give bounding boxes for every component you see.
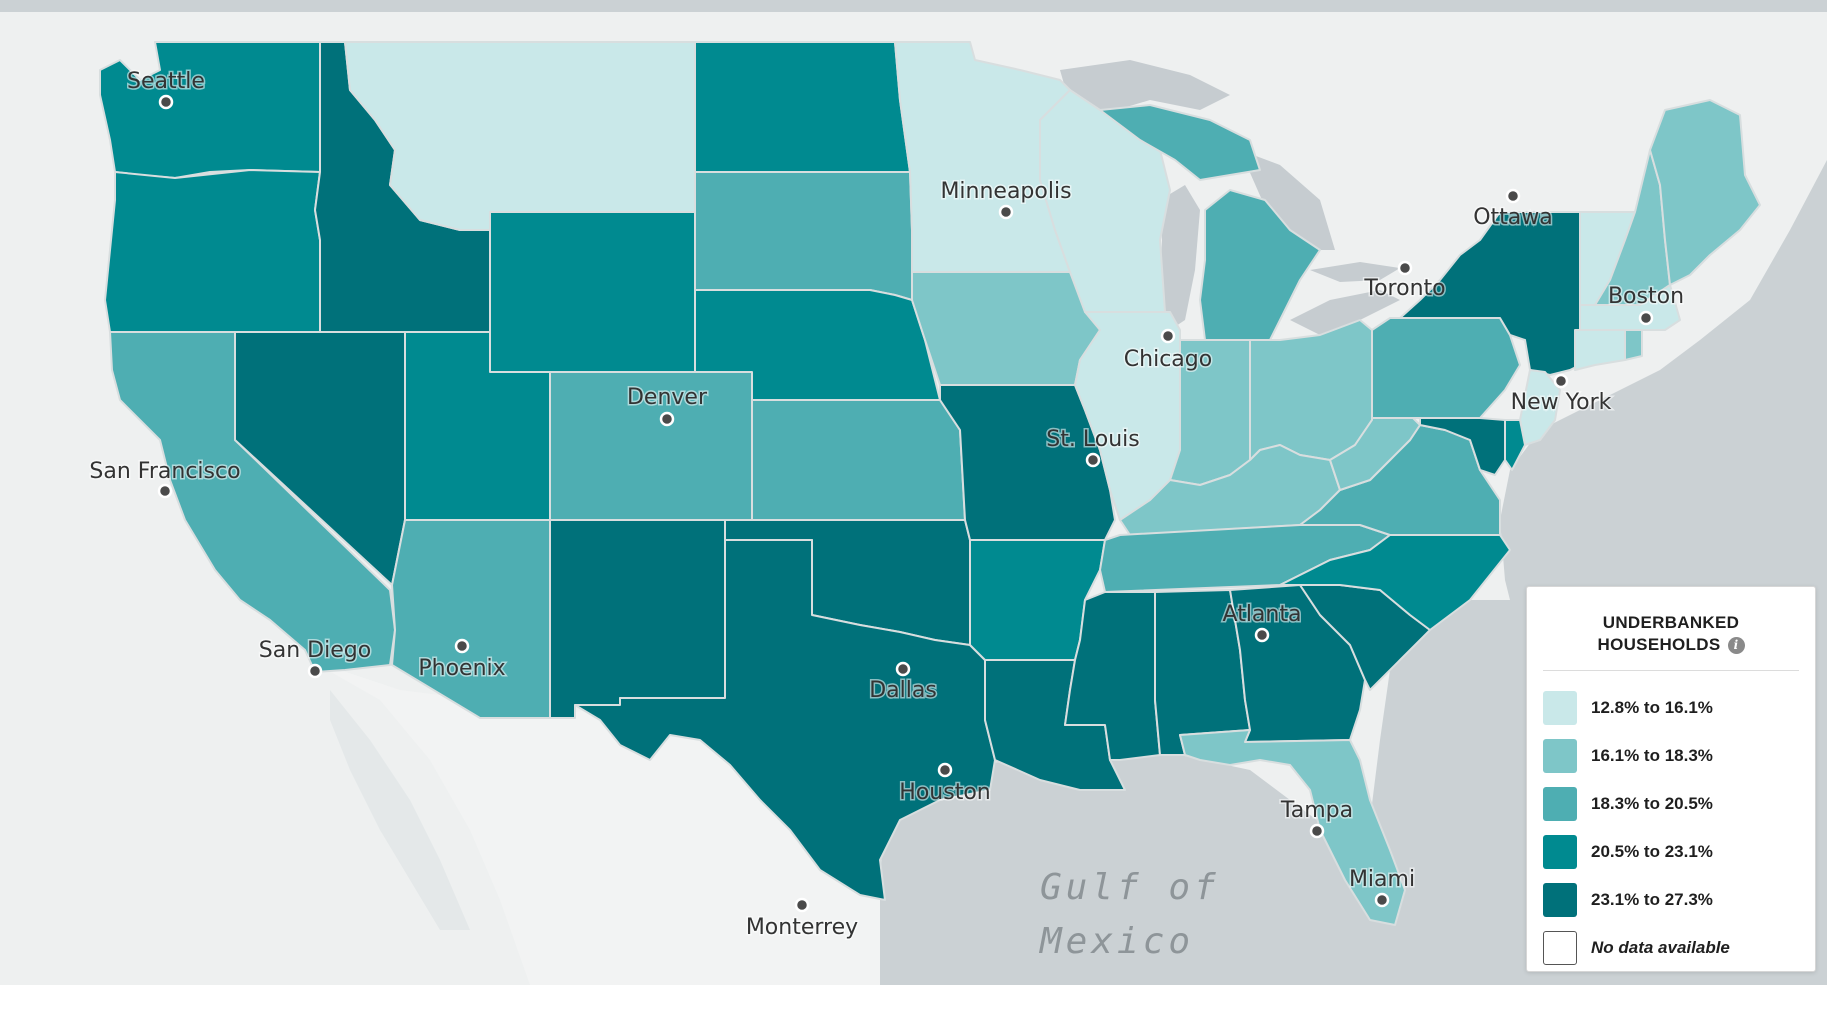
- city-marker-san-diego[interactable]: [307, 663, 323, 679]
- legend: UNDERBANKED HOUSEHOLDS i 12.8% to 16.1% …: [1526, 586, 1816, 972]
- gulf-label-line2: Mexico: [1038, 921, 1194, 962]
- city-marker-chicago[interactable]: [1160, 328, 1176, 344]
- city-label-toronto: Toronto: [1363, 276, 1445, 301]
- legend-swatch: [1543, 691, 1577, 725]
- legend-swatch: [1543, 787, 1577, 821]
- legend-swatch: [1543, 931, 1577, 965]
- info-icon[interactable]: i: [1727, 637, 1745, 654]
- gulf-label-line1: Gulf of: [1040, 867, 1220, 908]
- city-markers: Seattle San Francisco San Diego Phoenix Denv…: [88, 68, 1686, 942]
- legend-label: 12.8% to 16.1%: [1591, 698, 1713, 717]
- legend-title-line1: UNDERBANKED: [1602, 613, 1740, 632]
- legend-item[interactable]: 20.5% to 23.1%: [1543, 828, 1815, 876]
- state-ne[interactable]: [694, 289, 941, 401]
- city-marker-boston[interactable]: [1638, 310, 1654, 326]
- state-nj[interactable]: [1519, 369, 1561, 446]
- legend-label: 20.5% to 23.1%: [1591, 842, 1713, 861]
- legend-item[interactable]: 16.1% to 18.3%: [1543, 732, 1815, 780]
- legend-swatch: [1543, 883, 1577, 917]
- city-label-new-york: New York: [1511, 390, 1612, 415]
- choropleth-map[interactable]: Seattle San Francisco San Diego Phoenix Denv…: [0, 0, 1827, 985]
- city-marker-monterrey[interactable]: [794, 897, 810, 913]
- city-marker-atlanta[interactable]: [1254, 627, 1270, 643]
- city-label-atlanta: Atlanta: [1223, 602, 1302, 627]
- city-marker-phoenix[interactable]: [454, 638, 470, 654]
- state-wy[interactable]: [489, 211, 696, 373]
- state-ct[interactable]: [1574, 329, 1626, 371]
- city-label-san-diego: San Diego: [259, 638, 371, 663]
- city-marker-new-york[interactable]: [1553, 373, 1569, 389]
- city-marker-st-louis[interactable]: [1085, 452, 1101, 468]
- state-sd[interactable]: [694, 171, 913, 301]
- city-label-boston: Boston: [1608, 284, 1684, 309]
- legend-item[interactable]: 18.3% to 20.5%: [1543, 780, 1815, 828]
- state-ia[interactable]: [911, 271, 1101, 386]
- state-mi[interactable]: [1099, 104, 1321, 341]
- city-label-dallas: Dallas: [869, 678, 937, 703]
- legend-title: UNDERBANKED HOUSEHOLDS i: [1527, 612, 1815, 656]
- legend-title-line2: HOUSEHOLDS: [1597, 635, 1721, 654]
- state-nd[interactable]: [694, 41, 911, 173]
- city-label-seattle: Seattle: [127, 69, 205, 94]
- city-label-phoenix: Phoenix: [418, 656, 505, 681]
- city-marker-ottawa[interactable]: [1505, 188, 1521, 204]
- city-marker-houston[interactable]: [937, 762, 953, 778]
- city-marker-seattle[interactable]: [158, 94, 174, 110]
- map-canvas[interactable]: Seattle San Francisco San Diego Phoenix Denv…: [0, 0, 1827, 985]
- state-tx[interactable]: [574, 539, 996, 901]
- legend-label: No data available: [1591, 938, 1730, 957]
- city-label-minneapolis: Minneapolis: [940, 179, 1071, 204]
- gulf-water: [880, 740, 1440, 985]
- state-nm[interactable]: [549, 519, 726, 719]
- city-marker-san-francisco[interactable]: [157, 483, 173, 499]
- state-ri[interactable]: [1624, 329, 1643, 361]
- state-nc[interactable]: [1279, 534, 1511, 631]
- city-marker-dallas[interactable]: [895, 661, 911, 677]
- city-label-st-louis: St. Louis: [1046, 427, 1139, 452]
- legend-divider: [1543, 670, 1799, 671]
- legend-item[interactable]: 23.1% to 27.3%: [1543, 876, 1815, 924]
- city-label-san-francisco: San Francisco: [89, 459, 240, 484]
- atlantic-water: [1370, 600, 1520, 985]
- city-label-denver: Denver: [627, 385, 708, 410]
- city-label-tampa: Tampa: [1280, 798, 1353, 823]
- city-label-miami: Miami: [1349, 867, 1415, 892]
- city-label-ottawa: Ottawa: [1473, 205, 1553, 230]
- city-label-houston: Houston: [899, 780, 990, 805]
- legend-item[interactable]: 12.8% to 16.1%: [1543, 684, 1815, 732]
- state-md[interactable]: [1419, 417, 1506, 476]
- legend-swatch: [1543, 835, 1577, 869]
- city-label-chicago: Chicago: [1124, 347, 1212, 372]
- city-marker-tampa[interactable]: [1309, 823, 1325, 839]
- us-states: [99, 41, 1761, 926]
- legend-label: 16.1% to 18.3%: [1591, 746, 1713, 765]
- city-label-monterrey: Monterrey: [746, 915, 858, 940]
- city-marker-toronto[interactable]: [1397, 260, 1413, 276]
- legend-label: 18.3% to 20.5%: [1591, 794, 1713, 813]
- legend-item-no-data[interactable]: No data available: [1543, 924, 1815, 972]
- city-marker-denver[interactable]: [659, 411, 675, 427]
- legend-swatch: [1543, 739, 1577, 773]
- legend-items: 12.8% to 16.1% 16.1% to 18.3% 18.3% to 2…: [1527, 684, 1815, 972]
- city-marker-miami[interactable]: [1374, 892, 1390, 908]
- state-or[interactable]: [104, 169, 321, 333]
- great-lakes: [1060, 60, 1400, 335]
- legend-label: 23.1% to 27.3%: [1591, 890, 1713, 909]
- state-ks[interactable]: [751, 399, 966, 521]
- state-ca[interactable]: [109, 331, 396, 673]
- state-oh[interactable]: [1249, 319, 1373, 461]
- state-me[interactable]: [1649, 99, 1761, 286]
- city-marker-minneapolis[interactable]: [998, 204, 1014, 220]
- state-fl[interactable]: [1179, 729, 1406, 926]
